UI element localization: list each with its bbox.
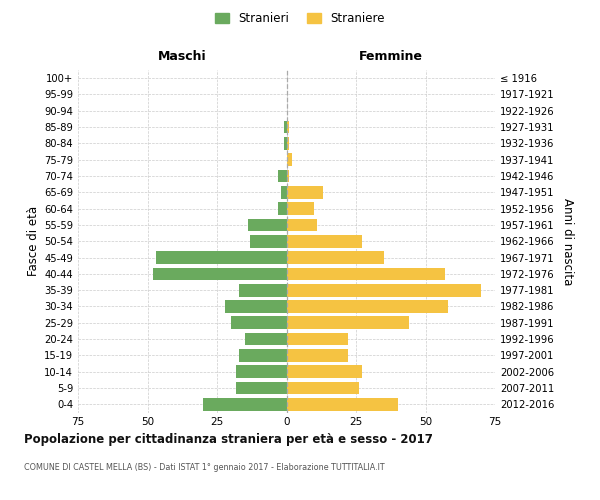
Bar [287,218,317,232]
Bar [287,251,384,264]
Bar [287,382,359,394]
Bar [287,268,445,280]
Text: COMUNE DI CASTEL MELLA (BS) - Dati ISTAT 1° gennaio 2017 - Elaborazione TUTTITAL: COMUNE DI CASTEL MELLA (BS) - Dati ISTAT… [24,462,385,471]
Bar [239,284,287,296]
Bar [287,170,289,182]
Y-axis label: Anni di nascita: Anni di nascita [562,198,574,285]
Bar [248,218,287,232]
Bar [231,316,287,329]
Bar [287,366,362,378]
Bar [203,398,287,410]
Bar [287,202,314,215]
Bar [236,382,287,394]
Legend: Stranieri, Straniere: Stranieri, Straniere [211,8,389,28]
Bar [281,186,287,198]
Bar [287,154,292,166]
Text: Femmine: Femmine [359,50,423,64]
Bar [287,332,347,345]
Y-axis label: Fasce di età: Fasce di età [27,206,40,276]
Text: Maschi: Maschi [158,50,206,64]
Bar [287,235,362,248]
Bar [278,170,287,182]
Bar [236,366,287,378]
Bar [287,316,409,329]
Bar [287,349,347,362]
Bar [287,186,323,198]
Bar [284,120,287,134]
Bar [287,300,448,313]
Bar [153,268,287,280]
Bar [278,202,287,215]
Bar [287,284,481,296]
Bar [156,251,287,264]
Text: Popolazione per cittadinanza straniera per età e sesso - 2017: Popolazione per cittadinanza straniera p… [24,432,433,446]
Bar [239,349,287,362]
Bar [287,120,289,134]
Bar [287,398,398,410]
Bar [287,137,289,150]
Bar [250,235,287,248]
Bar [284,137,287,150]
Bar [245,332,287,345]
Bar [226,300,287,313]
